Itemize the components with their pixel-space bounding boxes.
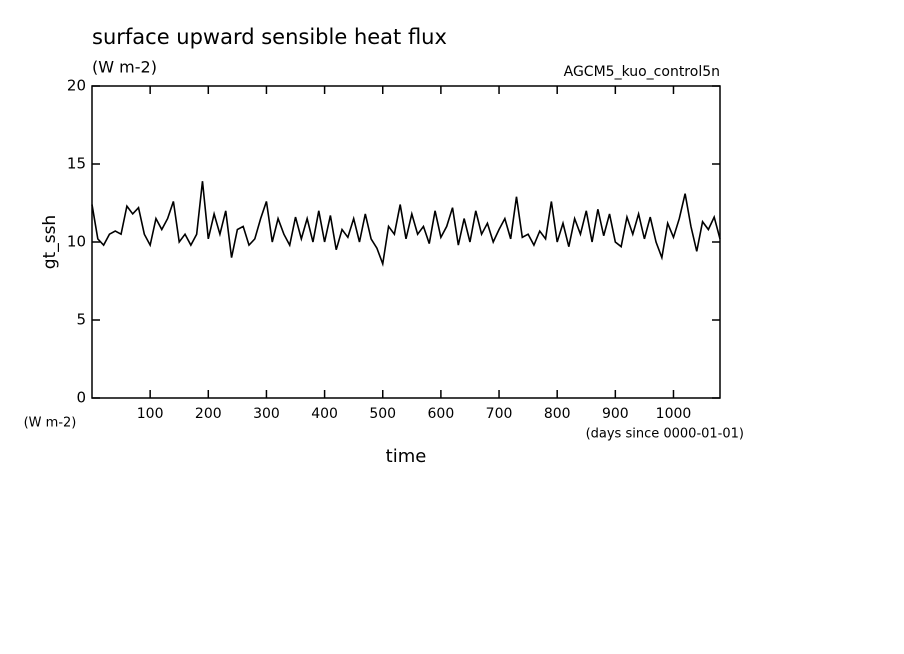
y-unit: (W m-2) bbox=[24, 416, 77, 431]
y-axis-label: gt_ssh bbox=[40, 215, 60, 269]
chart-subtitle: (W m-2) bbox=[92, 58, 157, 77]
y-tick-label: 10 bbox=[67, 233, 86, 251]
x-tick-label: 900 bbox=[602, 406, 629, 422]
chart-title: surface upward sensible heat flux bbox=[92, 25, 447, 49]
x-tick-label: 400 bbox=[311, 406, 338, 422]
x-unit: (days since 0000-01-01) bbox=[586, 427, 744, 442]
x-tick-label: 100 bbox=[137, 406, 164, 422]
x-tick-label: 700 bbox=[486, 406, 513, 422]
y-tick-label: 5 bbox=[76, 311, 86, 329]
x-tick-label: 200 bbox=[195, 406, 222, 422]
x-tick-label: 600 bbox=[428, 406, 455, 422]
y-tick-label: 15 bbox=[67, 155, 86, 173]
x-tick-label: 300 bbox=[253, 406, 280, 422]
data-line bbox=[91, 181, 721, 267]
x-tick-label: 1000 bbox=[656, 406, 692, 422]
x-axis-label: time bbox=[386, 446, 427, 467]
y-tick-label: 0 bbox=[76, 389, 86, 407]
annotation: AGCM5_kuo_control5n bbox=[564, 64, 720, 80]
y-tick-label: 20 bbox=[67, 77, 86, 95]
plot-frame bbox=[91, 85, 721, 399]
x-tick-label: 800 bbox=[544, 406, 571, 422]
x-tick-label: 500 bbox=[369, 406, 396, 422]
